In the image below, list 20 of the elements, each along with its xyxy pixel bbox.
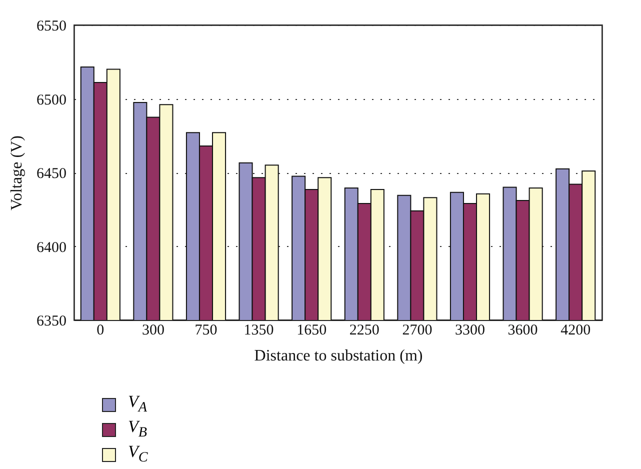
x-tick-label: 1650: [296, 322, 327, 338]
x-tick-label: 1350: [244, 322, 274, 338]
x-tick-label: 2250: [349, 322, 380, 338]
y-tick-label: 6450: [36, 166, 66, 182]
legend-label: V$_{B}$: [128, 417, 148, 442]
y-axis-title: Voltage (V): [8, 136, 26, 210]
x-tick-label: 300: [142, 322, 164, 338]
x-tick-label: 0: [96, 322, 104, 338]
x-tick-label: 3600: [508, 322, 538, 338]
y-tick-label: 6400: [36, 240, 66, 256]
legend-label: V$_{A}$: [128, 392, 148, 417]
legend-label: V$_{C}$: [128, 442, 148, 467]
y-tick-label: 6550: [36, 18, 66, 34]
x-tick-label: 3300: [455, 322, 485, 338]
x-tick-label: 4200: [560, 322, 591, 338]
y-tick-label: 6350: [36, 314, 66, 330]
y-tick-label: 6500: [36, 92, 66, 108]
x-tick-label: 750: [194, 322, 218, 338]
x-tick-label: 2700: [402, 322, 432, 338]
x-axis-title: Distance to substation (m): [254, 348, 423, 364]
